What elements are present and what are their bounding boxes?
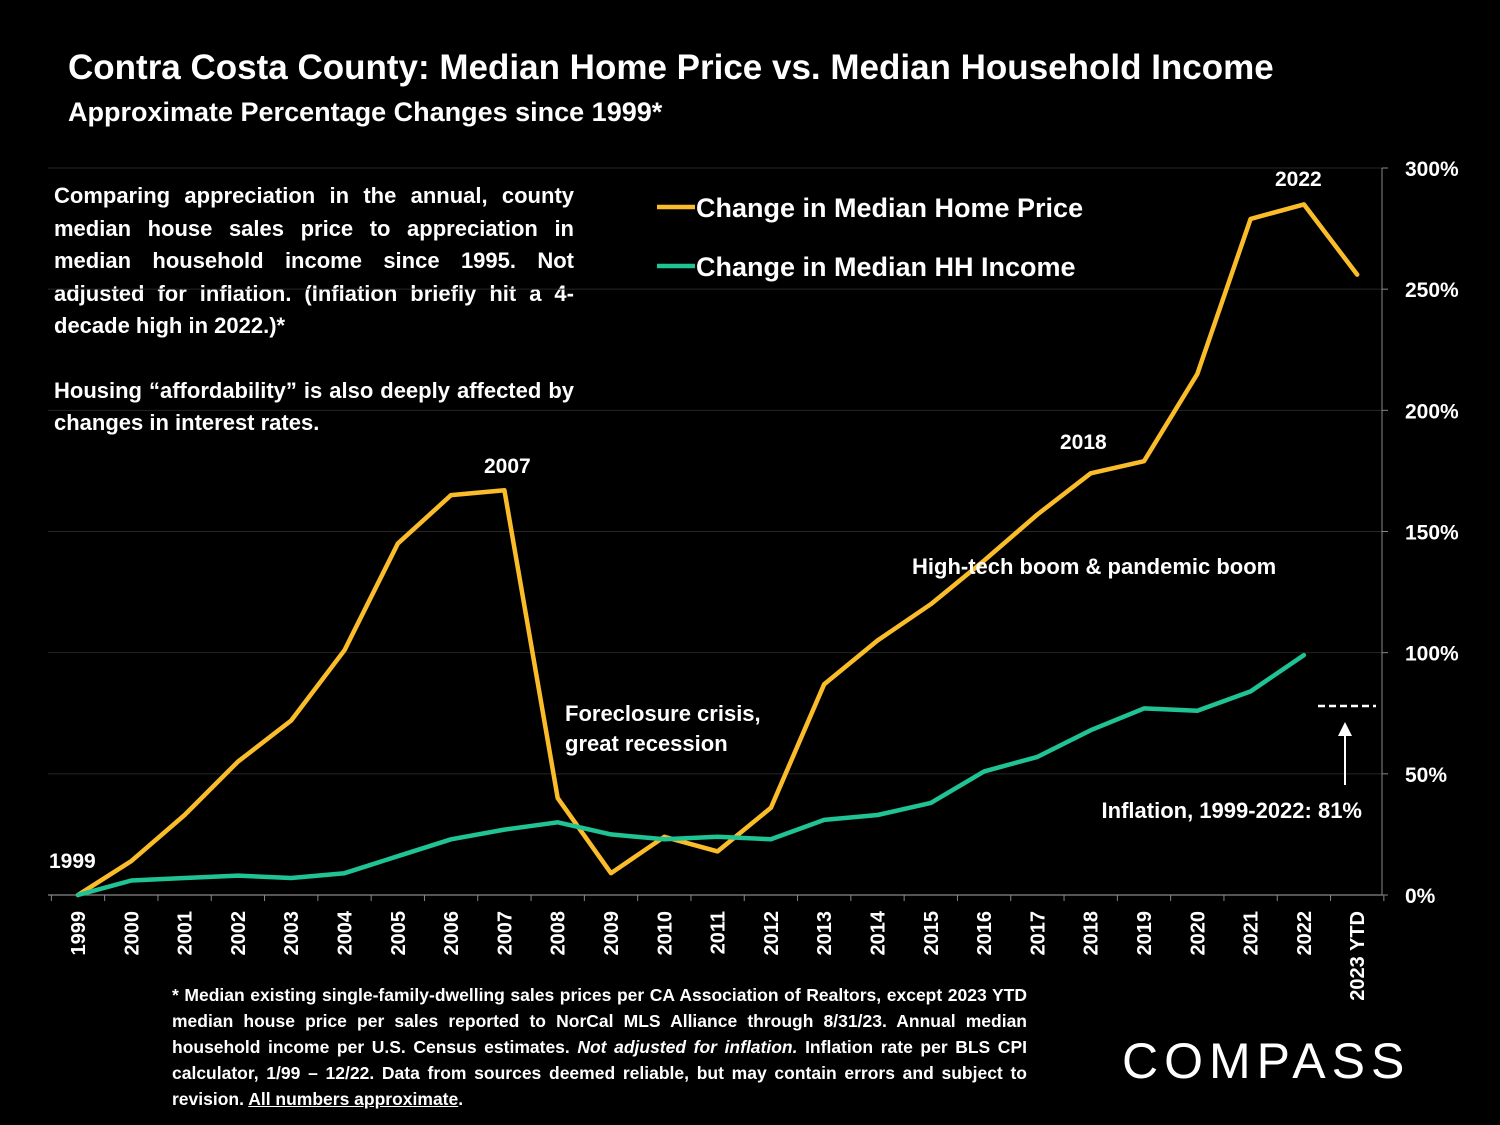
x-tick-label: 2006: [441, 911, 463, 956]
footnote: * Median existing single-family-dwelling…: [172, 982, 1027, 1112]
x-tick-label: 2019: [1134, 911, 1156, 956]
y-tick-label: 0%: [1405, 885, 1436, 908]
legend-label: Change in Median Home Price: [696, 193, 1083, 223]
x-tick-label: 2011: [708, 911, 730, 954]
footnote-italic: Not adjusted for inflation.: [577, 1037, 798, 1057]
x-tick-label: 2014: [868, 910, 890, 955]
y-tick-label: 200%: [1405, 400, 1459, 423]
chart-title: Contra Costa County: Median Home Price v…: [68, 48, 1274, 87]
y-tick-label: 50%: [1405, 764, 1447, 787]
x-tick-label: 2000: [121, 911, 143, 956]
x-tick-label: 2015: [921, 911, 943, 956]
annotations: 1999 2007 2018 2022 Foreclosure crisis, great…: [49, 168, 1376, 873]
income-line: [75, 652, 1307, 898]
footnote-end: .: [458, 1089, 464, 1109]
x-tick-label: 2008: [548, 911, 570, 956]
legend-label: Change in Median HH Income: [696, 252, 1076, 282]
footnote-underlined: All numbers approximate: [248, 1089, 459, 1109]
legend: Change in Median Home Price Change in Med…: [657, 193, 1083, 282]
x-tick-label: 2017: [1027, 911, 1049, 956]
x-tick-label: 2016: [974, 911, 996, 956]
annotation-label: great recession: [565, 731, 728, 756]
x-tick-label: 2005: [388, 911, 410, 956]
annotation-label: Foreclosure crisis,: [565, 701, 761, 726]
annotation-label: 2007: [484, 455, 531, 478]
annotation-label: 1999: [49, 850, 96, 873]
x-tick-label: 2004: [335, 910, 357, 955]
chart-subtitle: Approximate Percentage Changes since 199…: [68, 97, 663, 127]
x-tick-label: 2002: [228, 911, 250, 956]
y-tick-label: 150%: [1405, 522, 1459, 545]
description-paragraph-2: Housing “affordability” is also deeply a…: [54, 377, 574, 436]
grid-lines: [48, 167, 1382, 775]
x-tick-label: 2003: [281, 911, 303, 956]
y-tick-label: 100%: [1405, 643, 1459, 666]
inflation-label: Inflation, 1999-2022: 81%: [1102, 798, 1362, 823]
x-tick-label: 2012: [761, 911, 783, 956]
compass-logo: COMPASS: [1122, 1033, 1411, 1089]
y-tick-label: 300%: [1405, 158, 1459, 181]
annotation-label: 2018: [1060, 431, 1107, 454]
axes: 0% 50% 100% 150% 200% 250% 300% 1999 2000 2001 200…: [48, 158, 1459, 1001]
x-tick-label: 2010: [654, 911, 676, 956]
home-price-line: [75, 202, 1360, 898]
y-tick-label: 250%: [1405, 279, 1459, 302]
x-tick-label: 1999: [68, 911, 90, 956]
x-tick-label: 2007: [494, 911, 516, 956]
x-tick-label: 2023 YTD: [1347, 911, 1369, 1001]
x-tick-label: 2013: [814, 911, 836, 956]
x-tick-label: 2021: [1241, 911, 1263, 956]
series-lines: [75, 202, 1360, 898]
inflation-arrow-head: [1338, 722, 1352, 736]
footnote-part2: Inflation rate per BLS CPI calculator, 1…: [172, 1037, 1027, 1109]
x-tick-label: 2009: [601, 911, 623, 956]
x-tick-label: 2018: [1081, 911, 1103, 956]
footnote-part1: * Median existing single-family-dwelling…: [172, 985, 1027, 1057]
x-tick-label: 2020: [1187, 911, 1209, 956]
description-text: Comparing appreciation in the annual, co…: [54, 180, 574, 472]
x-tick-label: 2001: [175, 911, 197, 956]
annotation-label: 2022: [1275, 168, 1322, 191]
description-paragraph-1: Comparing appreciation in the annual, co…: [54, 183, 574, 338]
annotation-label: High-tech boom & pandemic boom: [912, 554, 1276, 579]
x-tick-label: 2022: [1294, 911, 1316, 956]
